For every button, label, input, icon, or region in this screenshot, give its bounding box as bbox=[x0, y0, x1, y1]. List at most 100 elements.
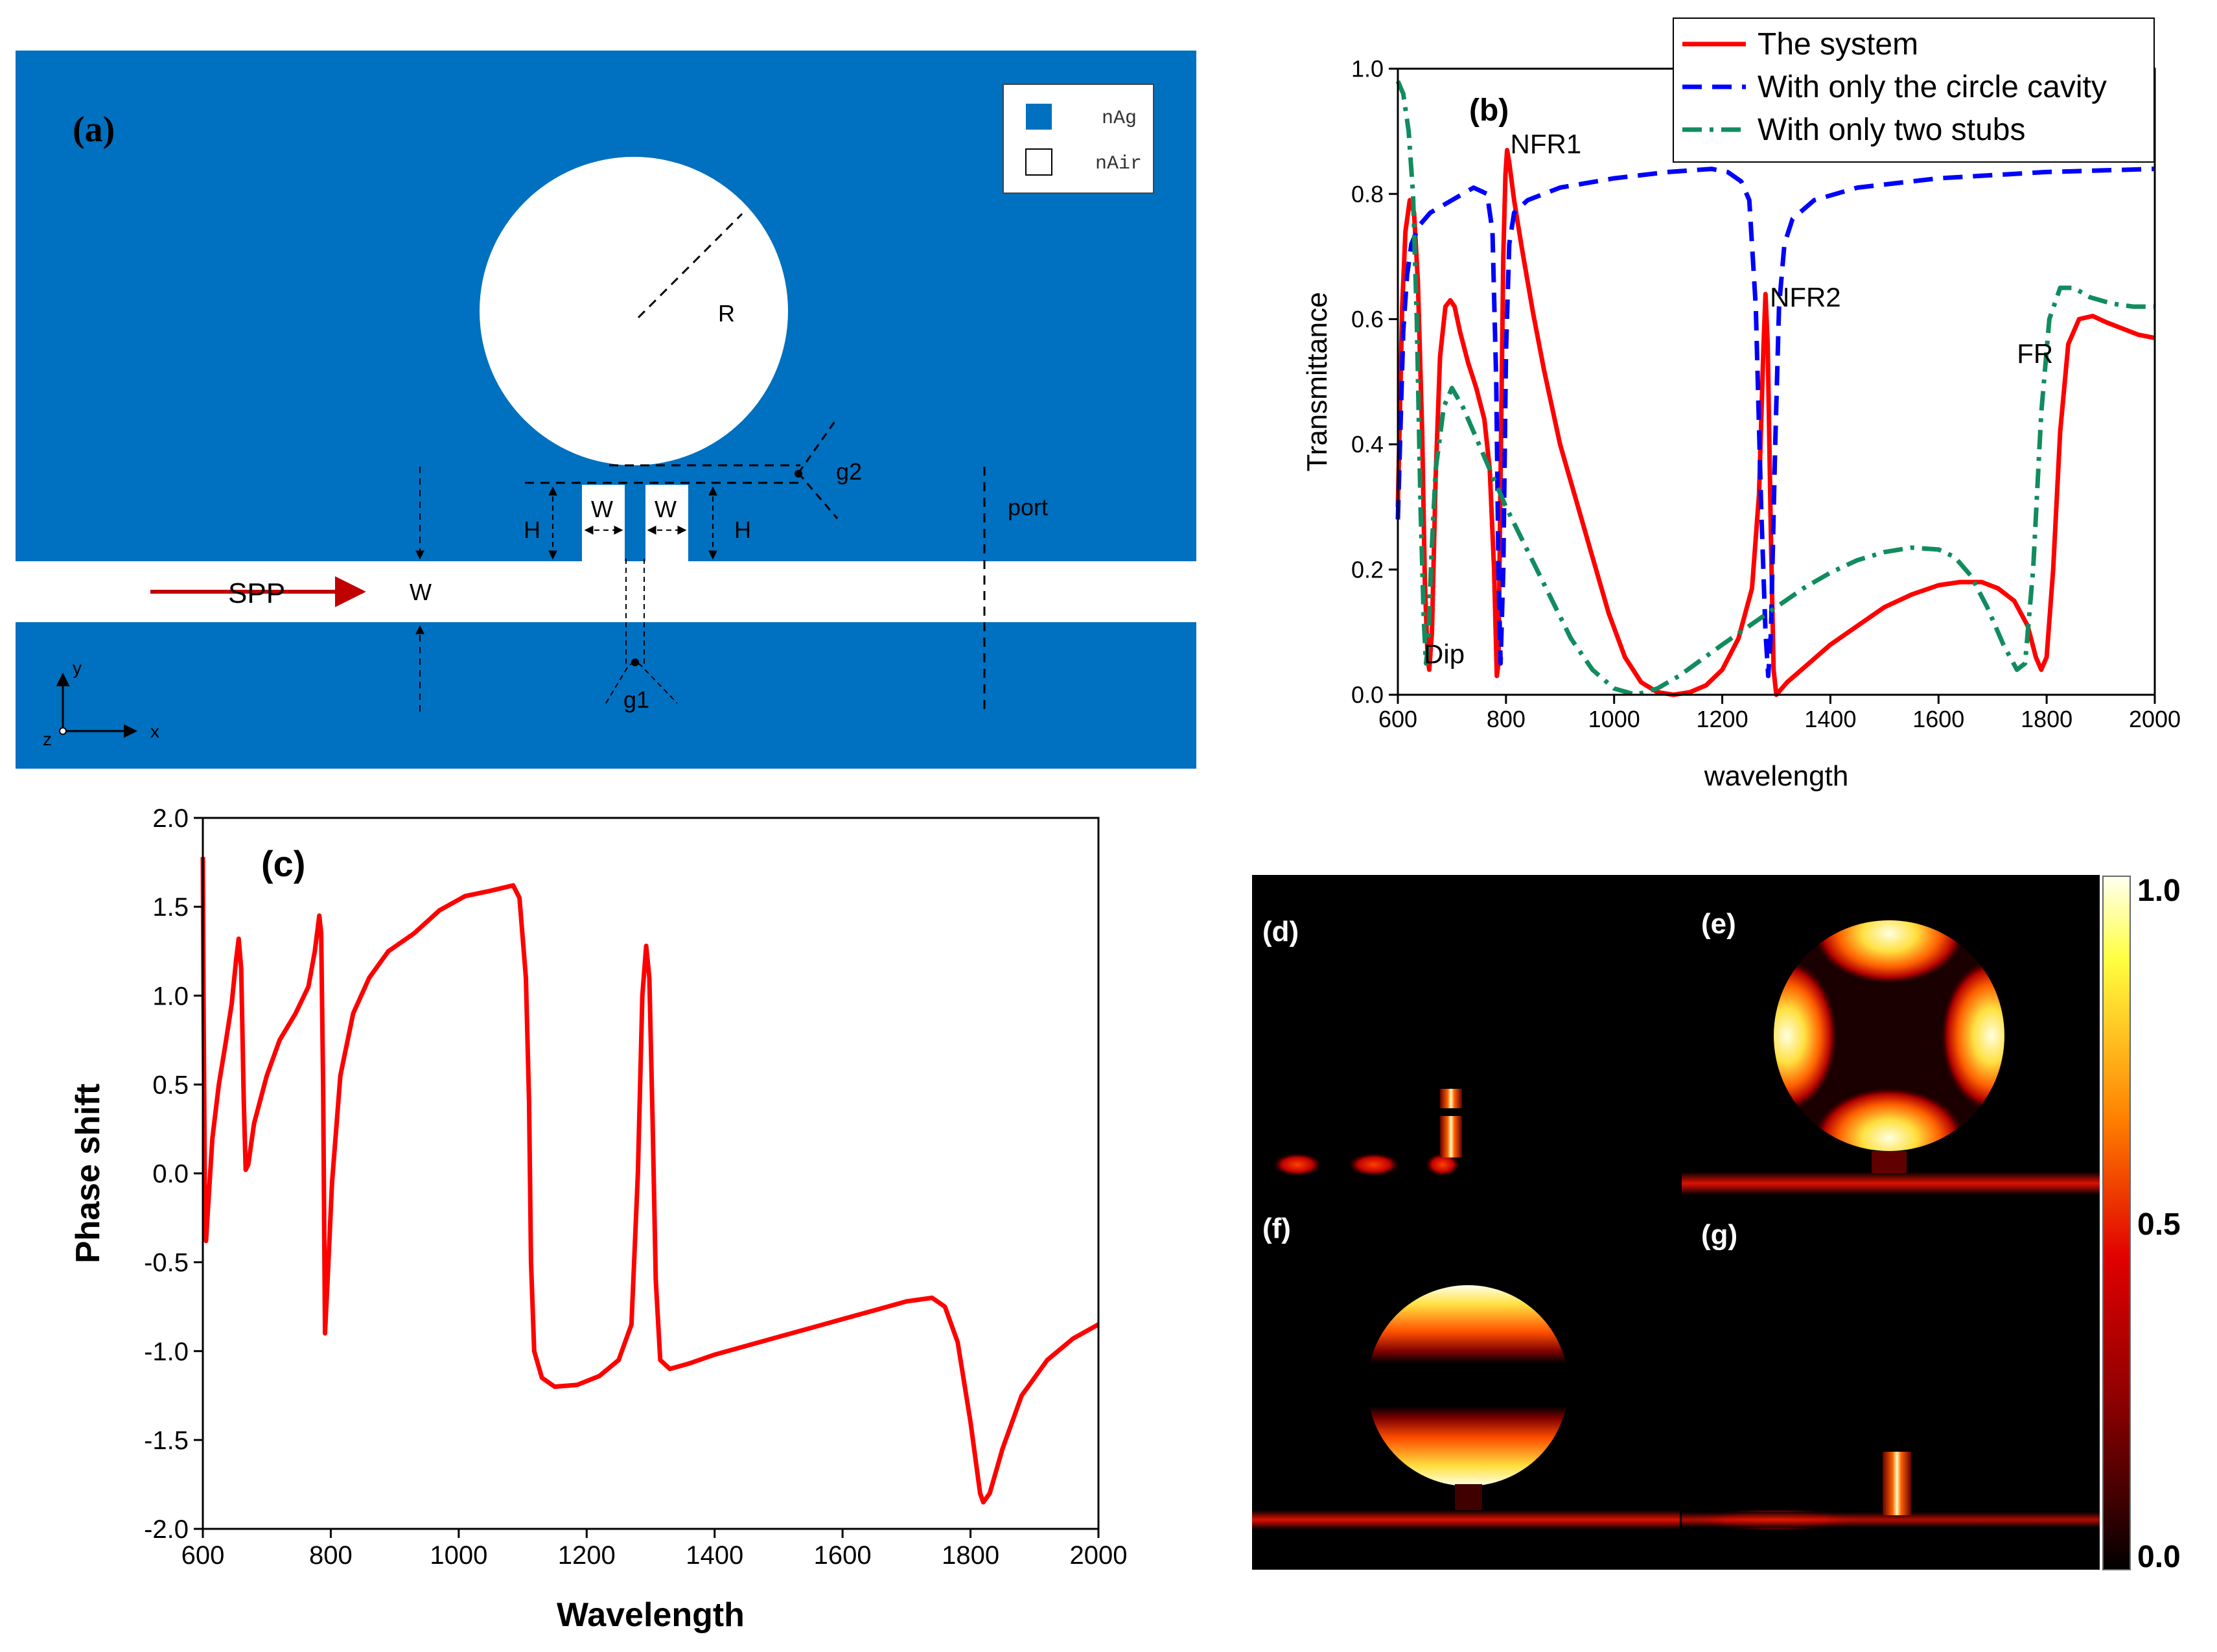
map-e-waveguide bbox=[1682, 1172, 2100, 1195]
field-map-g: (g) bbox=[1682, 1219, 2100, 1531]
annotation-dip: Dip bbox=[1424, 639, 1465, 669]
x-tick-label-c-1: 800 bbox=[309, 1541, 353, 1570]
x-tick-label-b-1: 800 bbox=[1487, 706, 1526, 732]
y-tick-label-c-1: -1.5 bbox=[144, 1426, 189, 1455]
g2-label: g2 bbox=[836, 458, 862, 485]
x-axis-label-b: wavelength bbox=[1704, 760, 1849, 792]
y-tick-label-c-7: 1.5 bbox=[152, 893, 189, 922]
legend-box-b bbox=[1673, 17, 2155, 163]
legend-swatch-ag bbox=[1026, 104, 1052, 130]
series-line-b-1 bbox=[1395, 167, 2155, 679]
g2-pointer-up bbox=[797, 417, 839, 474]
legend-label-b-2: With only two stubs bbox=[1758, 113, 2025, 147]
x-tick-label-c-2: 1000 bbox=[430, 1541, 487, 1570]
axis-x-label: x bbox=[150, 721, 159, 741]
x-tick-label-c-7: 2000 bbox=[1070, 1541, 1128, 1570]
panel-label-a: (a) bbox=[73, 110, 115, 150]
map-e-lobe-bottom bbox=[1811, 1086, 1967, 1151]
g2-pivot bbox=[795, 470, 802, 478]
map-d-stub-high bbox=[1440, 1089, 1462, 1108]
panel-c-chart: 600 800 1000 1200 1400 1600 1800 2000 -2.0 -1.5 -1… bbox=[69, 804, 1127, 1634]
colorbar-tick-05: 0.5 bbox=[2137, 1207, 2181, 1242]
colorbar-tick-0: 0.0 bbox=[2137, 1540, 2181, 1574]
y-axis-label-c: Phase shift bbox=[69, 1084, 107, 1263]
map-d-blob-3 bbox=[1424, 1152, 1461, 1177]
x-tick-label-b-2: 1000 bbox=[1588, 706, 1640, 732]
port-label: port bbox=[1008, 494, 1048, 520]
x-tick-label-c-0: 600 bbox=[181, 1541, 225, 1570]
field-map-f: (f) bbox=[1252, 1213, 1680, 1530]
y-tick-label-b-1: 0.2 bbox=[1351, 556, 1384, 583]
series-line-c-0 bbox=[200, 857, 1100, 1505]
x-tick-label-b-0: 600 bbox=[1378, 706, 1417, 732]
legend-box-a bbox=[1003, 84, 1154, 194]
w-stub-left-label: W bbox=[591, 496, 613, 522]
map-e-lobe-right bbox=[1940, 958, 2004, 1113]
y-tick-label-c-5: 0.5 bbox=[152, 1071, 189, 1099]
colorbar-tick-1: 1.0 bbox=[2137, 874, 2181, 908]
x-tick-label-b-7: 2000 bbox=[2129, 706, 2181, 732]
map-d-blob-2 bbox=[1347, 1152, 1401, 1177]
y-axis-label-b: Transmittance bbox=[1301, 292, 1333, 471]
axis-z-label: z bbox=[43, 729, 52, 749]
panel-a-schematic: (a) nAg nAir R g2 W W H H W SPP bbox=[16, 51, 1196, 769]
y-tick-label-c-4: 0.0 bbox=[152, 1160, 189, 1189]
map-d-blob-1 bbox=[1271, 1152, 1323, 1177]
panel-b-chart: 600 800 1000 1200 1400 1600 1800 2000 0.0 0.2 0.4 0… bbox=[1301, 17, 2181, 792]
panel-label-c: (c) bbox=[261, 843, 305, 884]
panel-label-f: (f) bbox=[1262, 1213, 1291, 1244]
radius-label: R bbox=[718, 300, 735, 327]
axis-z-origin bbox=[59, 727, 67, 735]
stub-left bbox=[582, 485, 625, 563]
legend-label-ag: nAg bbox=[1102, 108, 1137, 130]
panel-label-d: (d) bbox=[1262, 916, 1299, 948]
spp-label: SPP bbox=[228, 577, 285, 609]
w-stub-right-label: W bbox=[655, 496, 677, 522]
x-tick-label-c-4: 1400 bbox=[686, 1541, 743, 1570]
field-maps: (d) (e) (f) bbox=[1252, 874, 2181, 1574]
stub-right bbox=[645, 485, 688, 563]
h-right-label: H bbox=[734, 517, 751, 543]
annotation-nfr2: NFR2 bbox=[1770, 282, 1841, 312]
panel-label-b: (b) bbox=[1469, 93, 1509, 128]
annotation-fr: FR bbox=[2017, 338, 2053, 369]
field-map-e: (e) bbox=[1682, 908, 2100, 1195]
map-e-lobe-top bbox=[1811, 920, 1967, 985]
y-tick-label-b-5: 1.0 bbox=[1351, 56, 1384, 82]
axis-y-label: y bbox=[73, 658, 82, 678]
map-d-stub-low bbox=[1440, 1116, 1462, 1158]
y-tick-label-b-3: 0.6 bbox=[1351, 306, 1384, 332]
x-tick-label-b-4: 1400 bbox=[1804, 706, 1856, 732]
x-tick-label-c-6: 1800 bbox=[942, 1541, 999, 1570]
w-guide-label: W bbox=[410, 579, 432, 605]
y-tick-label-c-8: 2.0 bbox=[152, 804, 189, 833]
field-map-d: (d) bbox=[1262, 916, 1462, 1177]
map-f-waveguide bbox=[1252, 1510, 1680, 1530]
x-tick-label-c-3: 1200 bbox=[558, 1541, 616, 1570]
map-e-lobe-left bbox=[1774, 958, 1839, 1113]
y-tick-label-b-2: 0.4 bbox=[1351, 431, 1384, 458]
series-line-b-0 bbox=[1395, 148, 2155, 697]
h-left-label: H bbox=[524, 517, 540, 543]
g2-pointer-down bbox=[797, 472, 839, 519]
panel-label-e: (e) bbox=[1701, 908, 1736, 940]
x-tick-label-b-3: 1200 bbox=[1697, 706, 1748, 732]
x-tick-label-b-5: 1600 bbox=[1912, 706, 1964, 732]
legend-swatch-air bbox=[1025, 148, 1052, 176]
g1-pivot bbox=[631, 658, 639, 666]
circle-cavity bbox=[480, 157, 788, 465]
legend-label-air: nAir bbox=[1095, 153, 1142, 175]
y-tick-label-c-2: -1.0 bbox=[144, 1338, 189, 1366]
annotation-nfr1: NFR1 bbox=[1511, 128, 1582, 159]
y-tick-label-b-0: 0.0 bbox=[1351, 682, 1384, 708]
map-g-stub bbox=[1883, 1452, 1911, 1515]
g1-label: g1 bbox=[623, 686, 649, 713]
y-tick-label-c-0: -2.0 bbox=[144, 1515, 189, 1544]
colorbar bbox=[2102, 876, 2131, 1570]
legend-label-b-0: The system bbox=[1758, 27, 1918, 62]
radius-line bbox=[637, 213, 743, 319]
x-axis-label-c: Wavelength bbox=[557, 1596, 745, 1634]
plot-frame-c bbox=[202, 817, 1100, 1530]
y-tick-label-c-3: -0.5 bbox=[144, 1249, 189, 1277]
